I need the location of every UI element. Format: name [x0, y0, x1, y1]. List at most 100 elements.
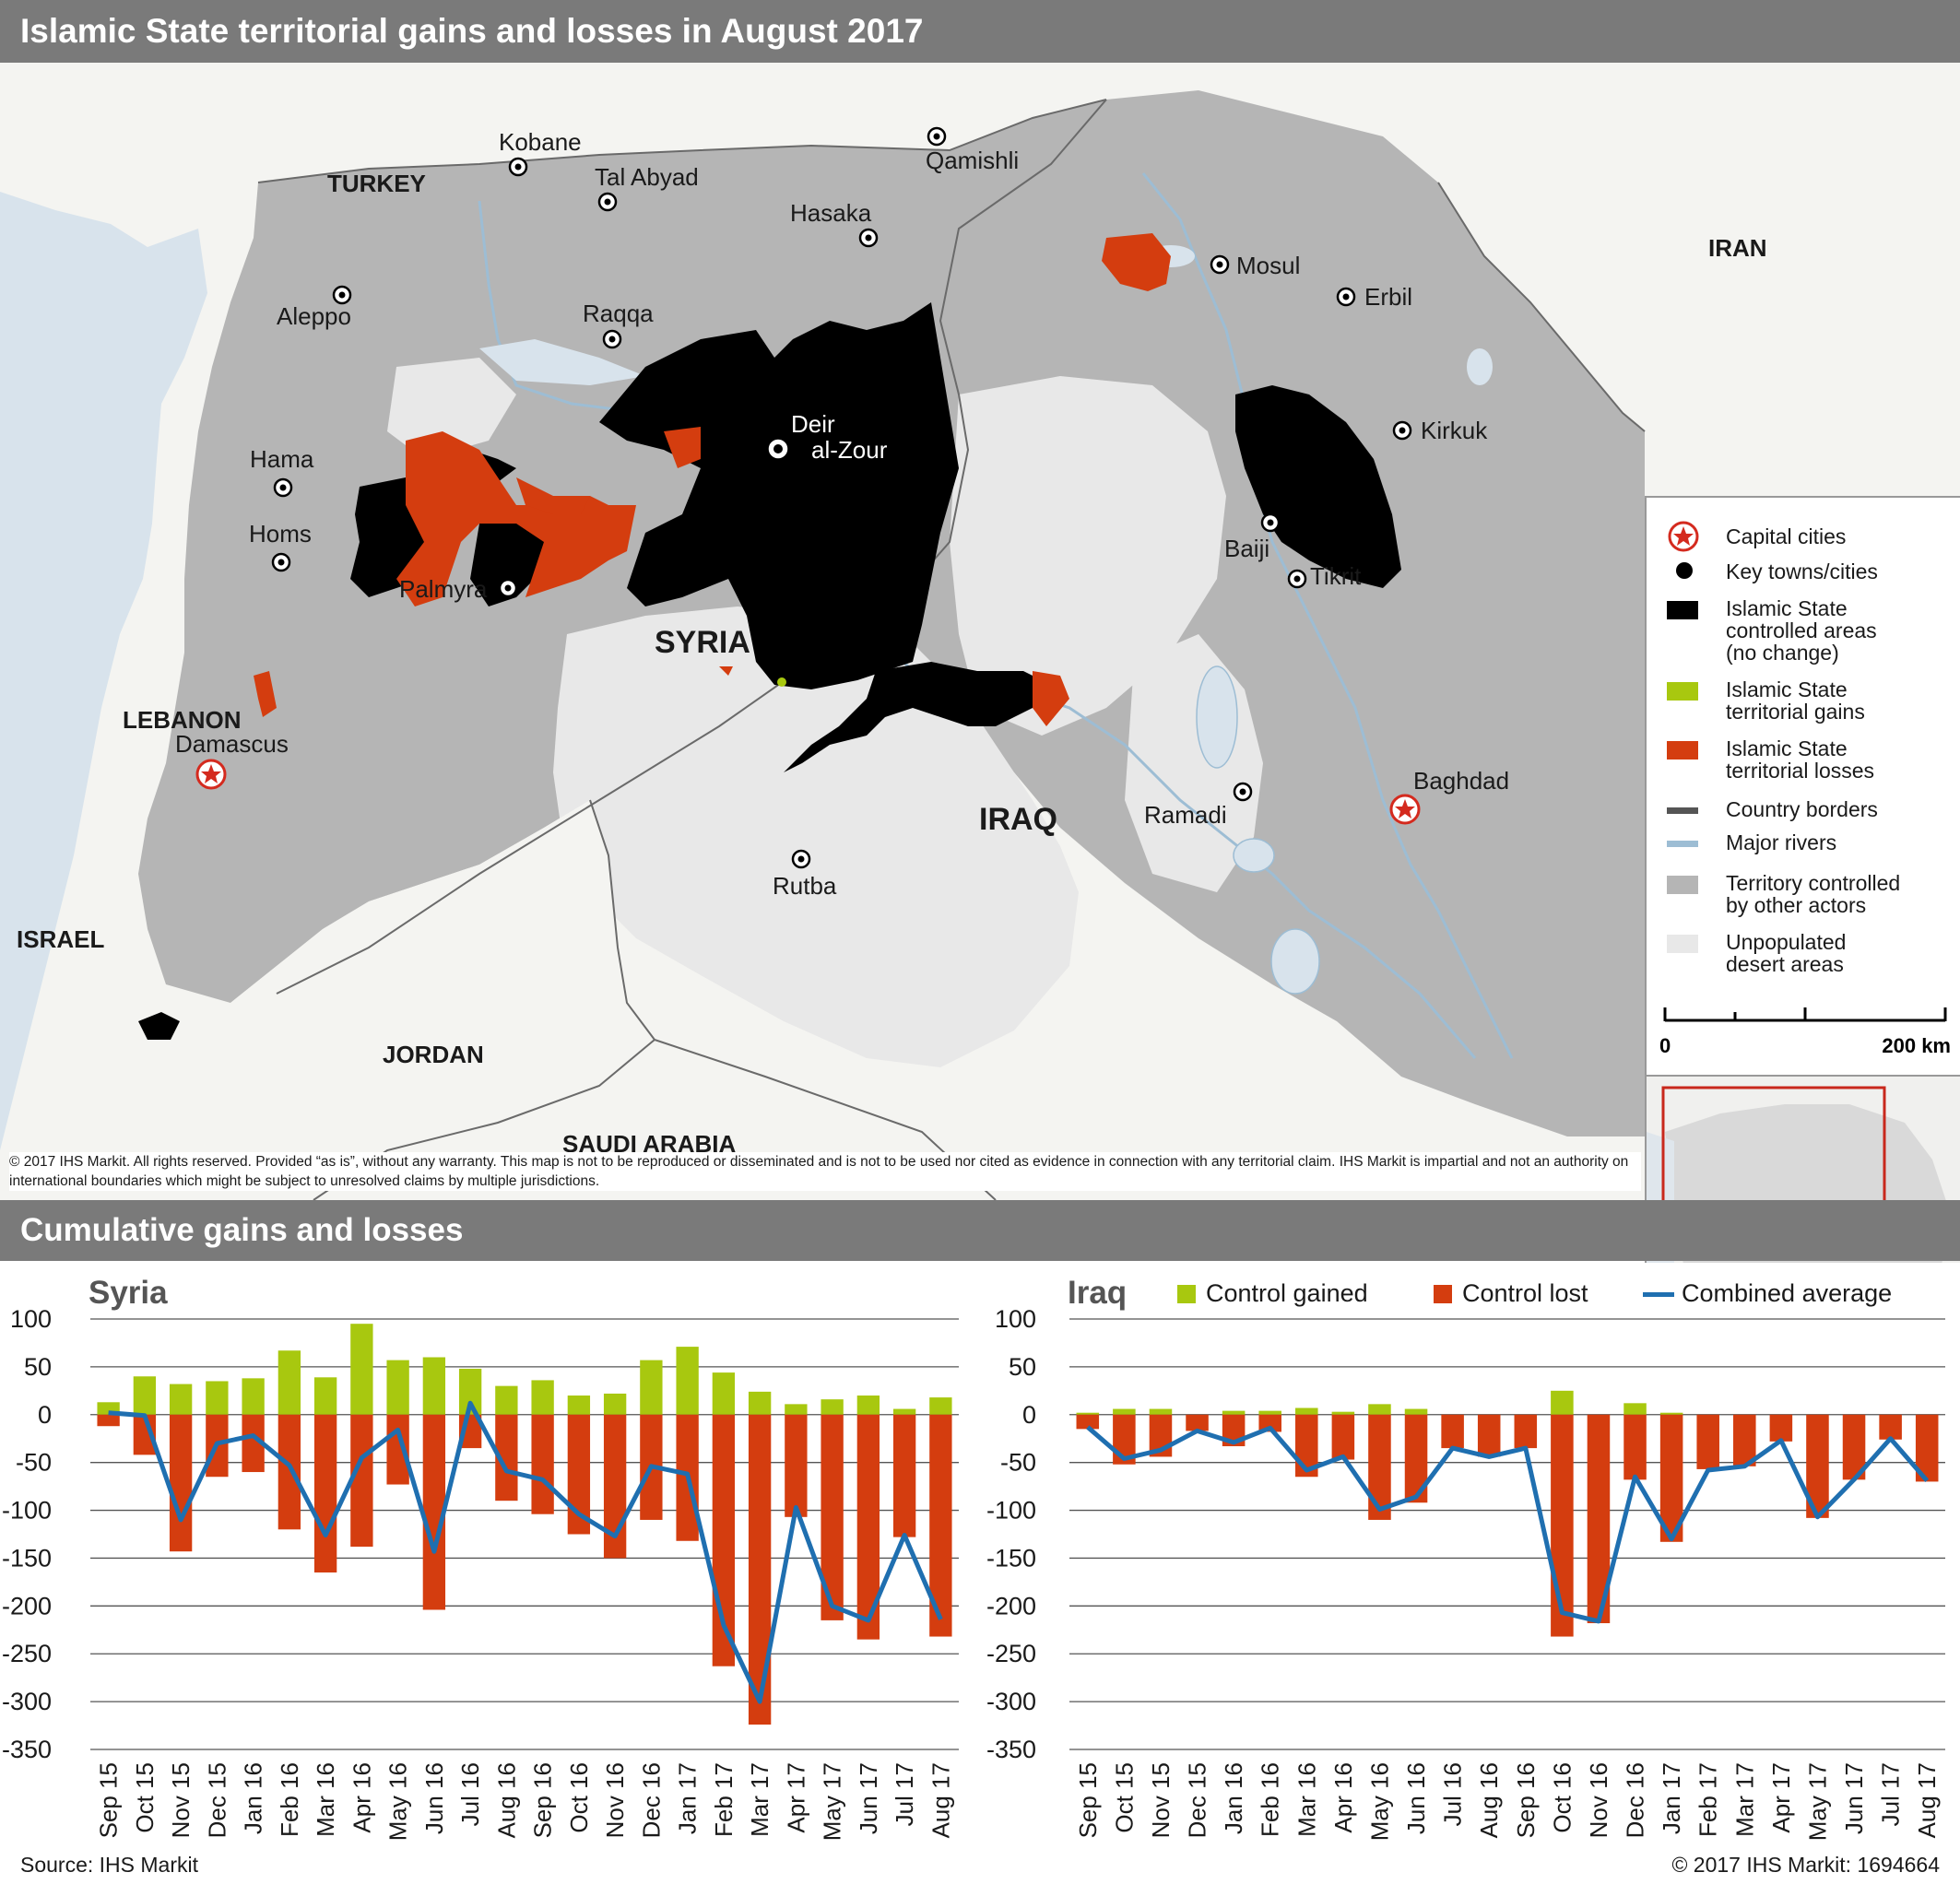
bar-lost [1331, 1414, 1355, 1460]
bar-gained [242, 1378, 265, 1415]
city-kirkuk[interactable]: Kirkuk [1392, 417, 1488, 444]
city-kobane[interactable]: Kobane [499, 128, 582, 177]
city-label: Baghdad [1413, 767, 1509, 795]
city-palmyra[interactable]: Palmyra [399, 575, 518, 603]
is-losses-area [254, 671, 277, 717]
is-losses-area [719, 666, 733, 676]
x-tick-label: Jul 16 [456, 1762, 484, 1826]
bar-gained [748, 1391, 772, 1415]
x-tick-label: Jul 17 [1877, 1762, 1905, 1826]
city-label: Raqqa [583, 300, 654, 327]
city-label: Mosul [1236, 252, 1300, 279]
legend-swatch-borders [1667, 807, 1698, 814]
x-tick-label: Sep 15 [95, 1762, 123, 1838]
x-tick-label: Apr 16 [348, 1762, 375, 1833]
bar-gained [1149, 1408, 1173, 1415]
legend-average-label: Combined average [1682, 1279, 1893, 1307]
city-mosul[interactable]: Mosul [1210, 252, 1300, 279]
bar-gained [1076, 1412, 1100, 1415]
bar-lost [892, 1414, 916, 1537]
x-tick-label: Jan 16 [240, 1762, 267, 1834]
desert-area [553, 606, 1079, 1067]
is-controlled-area [1235, 385, 1401, 588]
city-label: Tikrit [1310, 562, 1362, 590]
bar-gained [640, 1360, 663, 1415]
bar-lost [1551, 1414, 1574, 1637]
y-tick-label: 100 [995, 1305, 1036, 1333]
is-controlled-area [138, 1012, 180, 1040]
border-line [257, 99, 1107, 183]
chart-legend: Control gained Control lost Combined ave… [1173, 1279, 1956, 1311]
country-label-lebanon: LEBANON [123, 706, 242, 734]
bar-gained [1659, 1412, 1683, 1415]
x-tick-label: Feb 16 [1257, 1762, 1284, 1837]
map-canvas[interactable]: TURKEY IRAN SYRIA IRAQ LEBANON ISRAEL JO… [0, 63, 1960, 1200]
city-qamishli[interactable]: Qamishli [926, 126, 1019, 174]
legend-losses: Islamic State territorial losses [1726, 737, 1956, 782]
city-aleppo[interactable]: Aleppo [277, 285, 352, 330]
x-tick-label: May 16 [1365, 1762, 1393, 1841]
legend-desert-line2: desert areas [1726, 952, 1844, 976]
x-tick-label: Jan 17 [674, 1762, 702, 1834]
bar-gained [676, 1347, 699, 1415]
bar-lost [1477, 1414, 1501, 1457]
desert-area [950, 376, 1226, 736]
city-homs[interactable]: Homs [249, 520, 312, 572]
bar-lost [1879, 1414, 1902, 1440]
is-controlled-area [599, 302, 959, 689]
city-erbil[interactable]: Erbil [1336, 283, 1412, 311]
city-label: Hasaka [790, 199, 872, 227]
legend-controlled-line2: controlled areas [1726, 618, 1877, 642]
disclaimer: © 2017 IHS Markit. All rights reserved. … [9, 1152, 1641, 1191]
bar-gained [422, 1357, 446, 1415]
city-damascus[interactable]: Damascus [175, 730, 289, 790]
city-tikrit[interactable]: Tikrit [1287, 562, 1362, 590]
charts-canvas: Syria 100 50 0 -50 -100 -150 -200 -250 -300 -350 Se… [2, 1275, 1945, 1841]
bar-lost [785, 1414, 808, 1517]
city-baghdad[interactable]: Baghdad [1389, 767, 1509, 825]
x-tick-label: Sep 16 [529, 1762, 557, 1838]
bar-lost [1514, 1414, 1538, 1449]
bar-gained [531, 1380, 554, 1415]
y-tick-label: 0 [38, 1401, 52, 1429]
city-hama[interactable]: Hama [250, 445, 314, 498]
is-controlled-area [784, 662, 1060, 772]
map-legend: Capital cities Key towns/cities Islamic … [1645, 496, 1960, 1075]
bar-gained [1551, 1390, 1574, 1415]
border-line [589, 799, 997, 1200]
map[interactable]: TURKEY IRAN SYRIA IRAQ LEBANON ISRAEL JO… [0, 63, 1960, 1263]
x-tick-label: Jan 17 [1658, 1762, 1685, 1834]
y-tick-label: 50 [1009, 1353, 1036, 1381]
city-tal-abyad[interactable]: Tal Abyad [595, 163, 699, 212]
bar-gained [169, 1384, 193, 1415]
y-tick-label: 0 [1022, 1401, 1036, 1429]
y-tick-label: -250 [2, 1640, 52, 1667]
city-raqqa[interactable]: Raqqa [583, 300, 654, 349]
city-ramadi[interactable]: Ramadi [1144, 782, 1253, 829]
city-rutba[interactable]: Rutba [773, 849, 837, 900]
x-tick-label: Sep 16 [1512, 1762, 1540, 1838]
bar-gained [1368, 1404, 1391, 1415]
city-deir-al-zour[interactable]: Deir al-Zour [768, 410, 888, 464]
x-tick-label: Dec 15 [203, 1762, 230, 1838]
x-tick-label: May 16 [384, 1762, 412, 1841]
chart-syria: Syria 100 50 0 -50 -100 -150 -200 -250 -300 -350 Se… [2, 1275, 959, 1841]
legend-swatch-rivers [1667, 841, 1698, 847]
desert-area [387, 358, 516, 459]
y-tick-label: -350 [2, 1736, 52, 1763]
x-tick-label: Oct 15 [1110, 1762, 1138, 1833]
is-controlled-area [470, 514, 553, 606]
y-tick-label: -200 [986, 1592, 1036, 1619]
x-tick-label: Jul 17 [891, 1762, 918, 1826]
capital-star-icon [1668, 521, 1699, 552]
city-hasaka[interactable]: Hasaka [790, 199, 879, 248]
city-baiji[interactable]: Baiji [1224, 512, 1281, 562]
x-tick-label: Nov 16 [1585, 1762, 1612, 1838]
lake-assad [479, 339, 645, 385]
city-label: al-Zour [811, 436, 888, 464]
y-tick-label: -250 [986, 1640, 1036, 1667]
source-note: Source: IHS Markit [20, 1853, 198, 1877]
country-label-iraq: IRAQ [979, 802, 1057, 837]
is-losses-area [1102, 233, 1171, 291]
x-tick-label: Oct 16 [1548, 1762, 1576, 1833]
